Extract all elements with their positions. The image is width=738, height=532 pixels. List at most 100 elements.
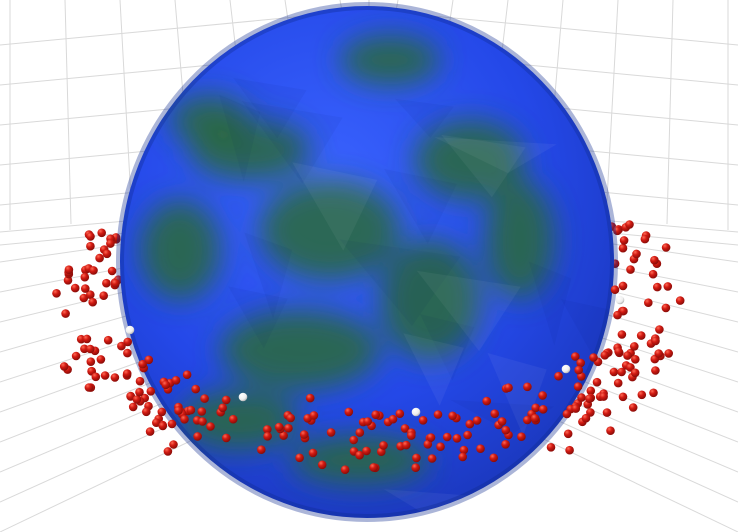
scatter-point (610, 285, 620, 295)
scatter-point (609, 367, 619, 377)
scatter-point (655, 325, 664, 334)
scatter-point (614, 347, 623, 356)
facet (219, 94, 261, 182)
scatter-point (465, 419, 475, 429)
land-patch (260, 180, 400, 280)
grid-line (64, 0, 72, 225)
sphere-facets (219, 24, 614, 518)
scatter-point (59, 362, 69, 371)
scatter-point (585, 394, 594, 404)
scatter-point (563, 429, 573, 439)
scatter-point (263, 432, 272, 441)
scatter-point (117, 341, 126, 351)
scatter-point (388, 414, 398, 424)
scatter-point (95, 253, 104, 263)
land-patch (140, 200, 220, 300)
scatter-point (651, 336, 660, 346)
land-patch (170, 95, 250, 145)
facet (561, 299, 614, 382)
scatter-point (102, 278, 111, 288)
scatter-point (632, 249, 641, 259)
scatter-point (180, 415, 189, 424)
scatter-point (613, 378, 623, 388)
scatter-point (169, 440, 178, 449)
scatter-point (110, 373, 120, 382)
scatter-point (613, 226, 622, 236)
scatter-point (531, 403, 540, 413)
scatter-point (97, 228, 106, 238)
scatter-point (111, 279, 120, 288)
scatter-point (99, 291, 108, 301)
scatter-point (463, 430, 472, 440)
scatter-point (222, 433, 231, 443)
scatter-point (574, 365, 583, 375)
scatter-point (135, 387, 144, 397)
scatter-point (426, 433, 436, 442)
scatter-point (617, 367, 626, 377)
scatter-point (637, 390, 647, 400)
scatter-point (626, 265, 635, 274)
scatter-point (631, 355, 640, 364)
scatter-point (649, 388, 658, 398)
scatter-point (295, 453, 304, 463)
scatter-point (618, 392, 628, 402)
scatter-point (191, 384, 200, 394)
scatter-point (640, 234, 650, 244)
scatter-point (123, 337, 132, 347)
scatter-point (651, 366, 660, 375)
scatter-point (636, 331, 646, 340)
scatter-point (523, 415, 532, 425)
scatter-point (523, 382, 532, 392)
scatter-point (257, 445, 266, 455)
scatter-point (198, 417, 207, 426)
facet (241, 101, 343, 184)
scatter-point (412, 453, 421, 463)
scatter-point (371, 410, 381, 420)
scatter-point (86, 344, 95, 354)
scatter-point (618, 243, 628, 253)
land-patch (340, 35, 440, 85)
scatter-point (106, 239, 115, 248)
scatter-point (70, 283, 80, 293)
scatter-point (86, 232, 95, 241)
scatter-point (167, 419, 177, 429)
scatter-point (228, 414, 238, 424)
scatter-point (263, 425, 272, 434)
facet (233, 78, 307, 139)
scatter-point (573, 382, 583, 391)
scatter-point (299, 430, 309, 439)
facet (450, 399, 555, 434)
scatter-point (565, 445, 574, 455)
scatter-point (79, 293, 89, 303)
scatter-point (158, 421, 168, 431)
scatter-point (340, 465, 350, 475)
scatter-point (102, 249, 112, 259)
scatter-point (86, 357, 96, 367)
scatter-point (599, 392, 608, 401)
scatter-point (615, 295, 625, 305)
facet (416, 270, 521, 352)
scatter-point (138, 359, 147, 369)
scatter-point (589, 353, 598, 362)
scatter-point (71, 351, 81, 361)
scatter-point (562, 409, 572, 419)
scatter-point (107, 266, 117, 276)
scatter-point (401, 440, 411, 450)
scatter-point (395, 409, 405, 419)
scatter-point (442, 432, 452, 442)
scatter-point (161, 380, 171, 390)
grid-line (666, 0, 674, 225)
scatter-point (309, 411, 319, 420)
scatter-point (650, 255, 659, 265)
scatter-point (586, 386, 596, 396)
scatter-point (344, 407, 354, 417)
scatter-point (407, 431, 416, 440)
scatter-point (577, 393, 586, 402)
grid-line (119, 0, 133, 219)
scatter-point (279, 431, 288, 440)
facet (395, 98, 454, 138)
scatter-point (661, 243, 671, 252)
scatter-point (619, 236, 629, 245)
scatter-point (152, 418, 161, 428)
